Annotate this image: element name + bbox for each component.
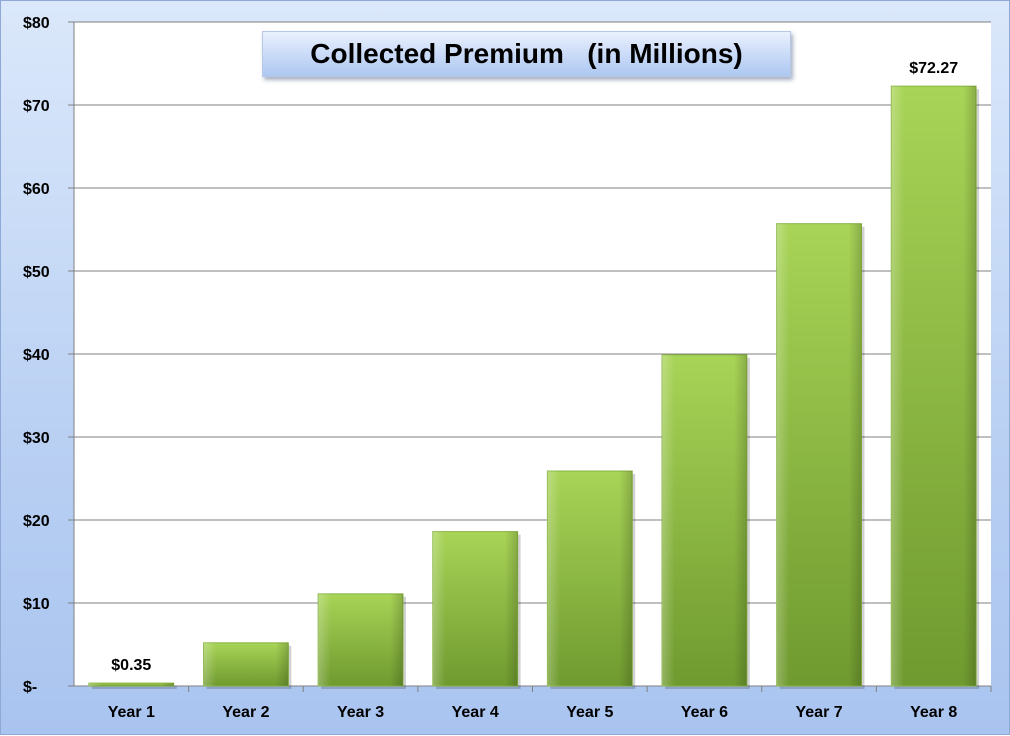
- bar-shading: [318, 593, 403, 686]
- chart-title: Collected Premium (in Millions): [310, 38, 743, 69]
- bar-shading: [776, 223, 862, 686]
- bar-shading: [88, 683, 174, 686]
- bar-shading: [432, 531, 518, 686]
- data-label: $0.35: [111, 657, 151, 674]
- x-tick-label: Year 3: [337, 704, 384, 721]
- x-tick-label: Year 1: [108, 704, 155, 721]
- y-tick-label: $40: [23, 347, 50, 364]
- bar-shading: [547, 471, 633, 686]
- y-tick-label: $30: [23, 430, 50, 447]
- x-tick-label: Year 6: [681, 704, 728, 721]
- y-tick-label: $20: [23, 513, 50, 530]
- y-tick-label: $50: [23, 264, 50, 281]
- chart-title-box: Collected Premium (in Millions): [262, 31, 791, 77]
- y-tick-label: $80: [23, 15, 50, 32]
- x-tick-label: Year 7: [795, 704, 842, 721]
- y-tick-label: $60: [23, 181, 50, 198]
- data-label: $72.27: [909, 60, 958, 77]
- y-tick-label: $-: [23, 679, 37, 696]
- x-tick-label: Year 2: [222, 704, 269, 721]
- bar-shading: [662, 354, 747, 686]
- bar-shadow: [91, 686, 177, 689]
- x-tick-label: Year 5: [566, 704, 613, 721]
- x-tick-label: Year 4: [452, 704, 499, 721]
- y-tick-label: $10: [23, 596, 50, 613]
- y-tick-label: $70: [23, 98, 50, 115]
- bar-shading: [203, 642, 289, 686]
- bar-shading: [891, 86, 977, 686]
- x-tick-label: Year 8: [910, 704, 957, 721]
